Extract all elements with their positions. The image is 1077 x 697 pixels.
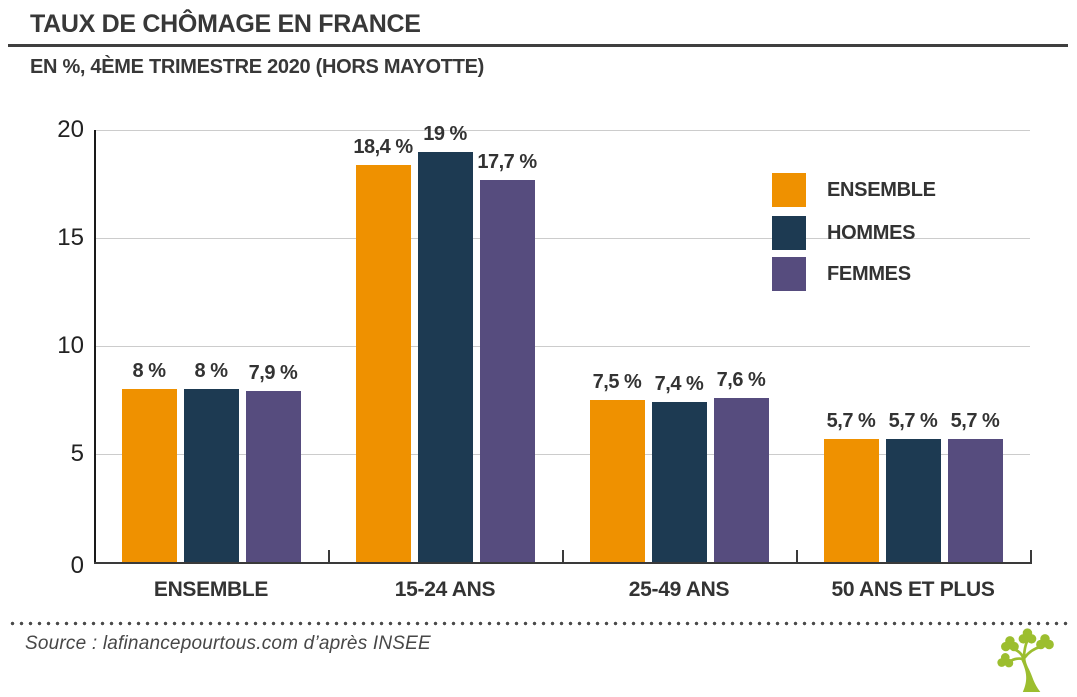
category-label-1: ENSEMBLE — [153, 578, 269, 601]
tree-logo-icon — [996, 628, 1062, 694]
y-tick-label-0: 0 — [70, 552, 84, 579]
y-tick-label-10: 10 — [57, 332, 84, 359]
dotted-separator — [8, 621, 1069, 626]
y-tick-label-5: 5 — [70, 440, 84, 467]
bar-value-label: 5,7 % — [888, 409, 938, 432]
bar-femmes-1 — [245, 391, 301, 562]
hommes-color-swatch — [772, 216, 806, 250]
category-label-4: 50 ANS ET PLUS — [831, 578, 995, 601]
bar-value-label: 5,7 % — [826, 409, 876, 432]
bar-hommes-3 — [651, 402, 707, 562]
bar-hommes-2 — [417, 151, 473, 562]
bar-value-label: 5,7 % — [950, 409, 1000, 432]
category-label-2: 15-24 ANS — [394, 578, 496, 601]
bar-value-label: 7,9 % — [248, 362, 298, 385]
y-tick-label-20: 20 — [57, 116, 84, 143]
y-tick-label-15: 15 — [57, 224, 84, 251]
bar-value-label: 17,7 % — [477, 150, 537, 173]
gridline-20 — [94, 129, 1030, 131]
bar-femmes-2 — [479, 179, 535, 562]
bar-value-label: 8 % — [194, 360, 228, 383]
x-axis-tick-1 — [328, 550, 330, 562]
legend-item-femmes: FEMMES — [772, 257, 911, 291]
bar-value-label: 7,4 % — [654, 373, 704, 396]
bar-hommes-4 — [885, 438, 941, 562]
source-caption: Source : lafinancepourtous.com d’après I… — [25, 633, 431, 654]
bar-ensemble-4 — [823, 438, 879, 562]
ensemble-color-swatch — [772, 173, 806, 207]
page-subtitle: EN %, 4ÈME TRIMESTRE 2020 (HORS MAYOTTE) — [30, 56, 485, 78]
bar-femmes-3 — [713, 397, 769, 562]
bar-value-label: 8 % — [132, 360, 166, 383]
bar-value-label: 7,5 % — [592, 371, 642, 393]
x-axis-tick-3 — [796, 550, 798, 562]
gridline-10 — [94, 345, 1030, 347]
femmes-color-swatch — [772, 257, 806, 291]
legend-item-ensemble: ENSEMBLE — [772, 173, 936, 207]
bar-value-label: 7,6 % — [716, 368, 766, 391]
bar-femmes-4 — [947, 438, 1003, 562]
bar-ensemble-2 — [355, 164, 411, 562]
bar-ensemble-3 — [589, 400, 645, 562]
page-title: TAUX DE CHÔMAGE EN FRANCE — [30, 10, 421, 38]
bar-hommes-1 — [183, 389, 239, 562]
bar-value-label: 19 % — [423, 122, 467, 145]
legend-label-hommes: HOMMES — [827, 221, 916, 244]
gridline-15 — [94, 237, 1030, 239]
legend-label-ensemble: ENSEMBLE — [827, 178, 936, 201]
x-axis-tick-2 — [562, 550, 564, 562]
bar-value-label: 18,4 % — [353, 135, 413, 158]
x-axis-line — [94, 562, 1032, 564]
x-axis-tick-4 — [1030, 550, 1032, 562]
title-underline — [8, 44, 1068, 47]
category-label-3: 25-49 ANS — [628, 578, 730, 601]
legend-item-hommes: HOMMES — [772, 216, 916, 250]
y-axis-line — [94, 130, 96, 562]
bar-ensemble-1 — [121, 389, 177, 562]
legend-label-femmes: FEMMES — [827, 262, 911, 285]
gridline-5 — [94, 453, 1030, 455]
